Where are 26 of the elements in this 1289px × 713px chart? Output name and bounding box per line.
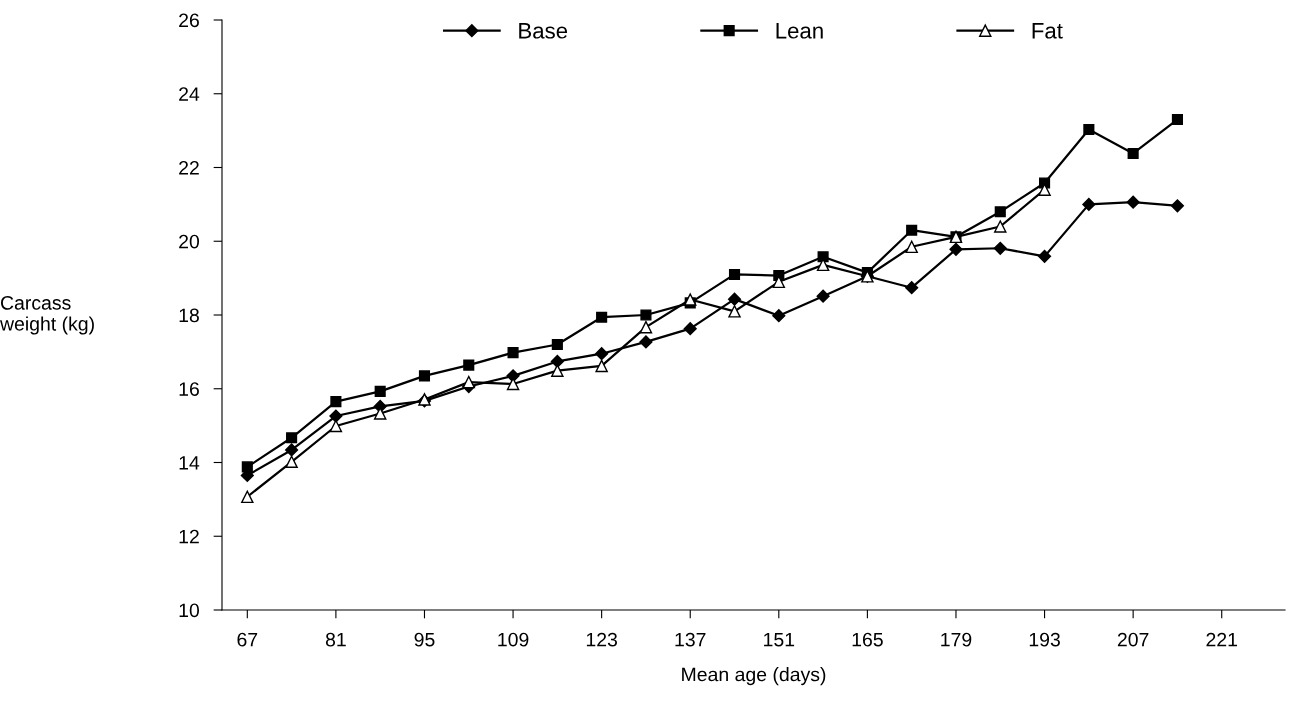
x-tick-label: 137: [675, 632, 706, 647]
x-tick-label: 151: [764, 632, 795, 647]
x-tick-label: 95: [414, 632, 435, 647]
x-tick-label: 123: [586, 632, 618, 647]
x-tick-label: 207: [1117, 632, 1149, 647]
y-tick-label: 12: [179, 529, 199, 544]
legend-label: Base: [519, 23, 568, 39]
y-tick-label: 14: [179, 456, 200, 470]
x-tick-label: 165: [852, 632, 883, 647]
x-tick-label: 193: [1029, 632, 1060, 647]
x-tick-label: 179: [941, 632, 972, 647]
y-tick-label: 16: [179, 382, 199, 396]
y-tick-label: 10: [179, 603, 200, 618]
x-tick-label: 67: [237, 632, 258, 647]
y-tick-label: 22: [179, 160, 199, 175]
x-axis-title: Mean age (days): [682, 667, 826, 686]
y-tick-label: 20: [179, 234, 200, 249]
legend-label: Lean: [776, 23, 823, 39]
y-tick-label: 24: [179, 87, 200, 101]
y-tick-label: 26: [179, 13, 199, 28]
legend-label: Fat: [1032, 23, 1063, 39]
x-tick-label: 81: [325, 632, 346, 647]
x-tick-label: 109: [498, 632, 529, 647]
y-axis-title: Carcass weight (kg): [0, 295, 94, 335]
x-tick-label: 221: [1206, 632, 1237, 647]
y-tick-label: 18: [179, 308, 199, 323]
